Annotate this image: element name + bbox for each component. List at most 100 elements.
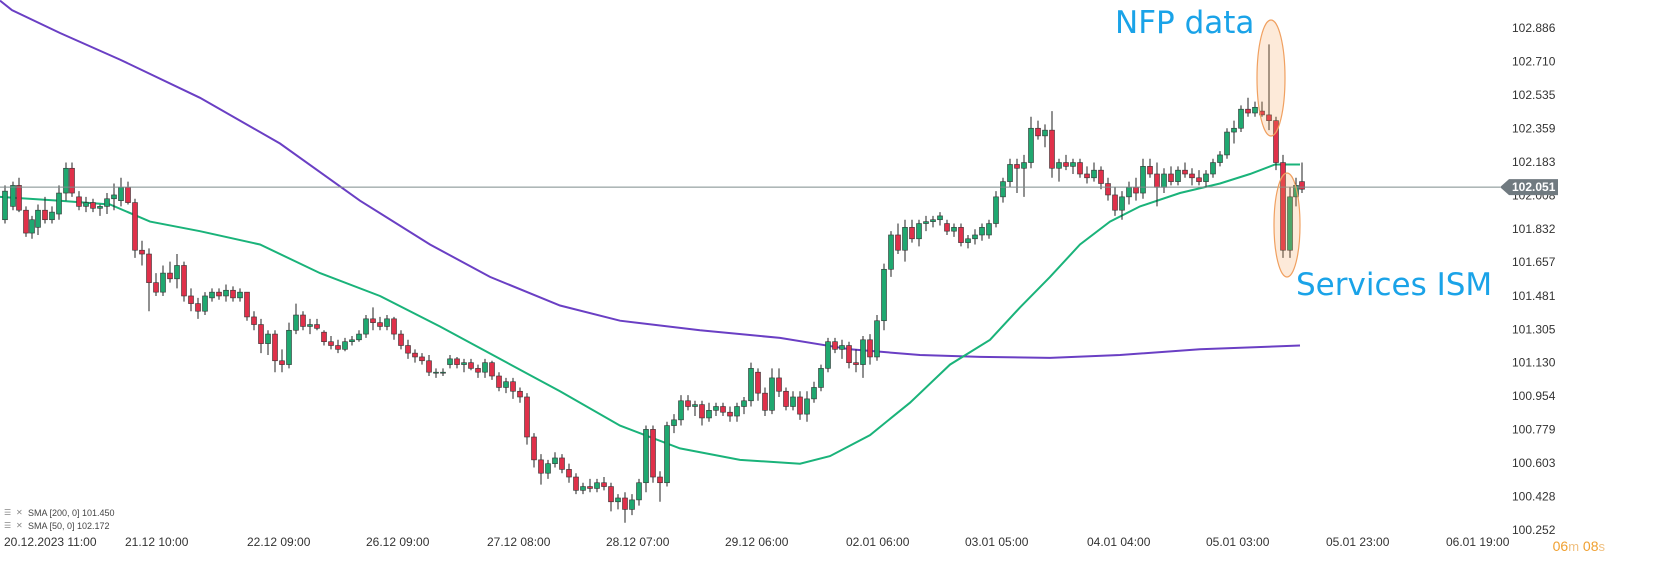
candle [118, 177, 124, 207]
candle-body-bear [846, 345, 852, 363]
candle [1196, 170, 1202, 186]
candle-body-bull [881, 268, 887, 322]
candle [944, 219, 950, 235]
list-icon[interactable]: ☰ [4, 521, 12, 530]
candle [930, 215, 936, 228]
candle [923, 215, 929, 232]
candle-body-bull [902, 227, 908, 251]
candle-body-bear [1168, 173, 1174, 182]
candle-body-bull [986, 223, 992, 236]
candle [272, 330, 278, 373]
y-tick-label: 100.779 [1512, 423, 1556, 437]
candle-body-bull [49, 211, 55, 221]
candle-body-bull [972, 234, 978, 240]
candle-body-bull [2, 190, 8, 221]
x-tick-label: 04.01 04:00 [1087, 535, 1151, 549]
y-tick-label: 100.252 [1512, 523, 1556, 537]
candle [349, 335, 355, 346]
candle-body-bear [153, 282, 159, 293]
candle-body-bear [944, 223, 950, 232]
close-icon[interactable]: ✕ [16, 508, 23, 517]
candle [874, 315, 880, 361]
candle [391, 316, 397, 340]
candle [1266, 44, 1272, 131]
candle [979, 223, 985, 241]
candle-body-bull [615, 497, 621, 503]
candle [56, 185, 62, 220]
candle-body-bull [552, 457, 558, 464]
candle [42, 196, 48, 224]
candle [811, 381, 817, 403]
candle [356, 330, 362, 342]
candle-body-bear [1035, 127, 1041, 137]
legend-sma-50[interactable]: ☰ ✕ SMA [50, 0] 102.172 [4, 521, 110, 531]
candle [678, 395, 684, 426]
candle [23, 206, 29, 237]
candle [1210, 158, 1216, 178]
candle-body-bear [1299, 181, 1305, 190]
candle [706, 402, 712, 422]
candle-body-bear [125, 187, 131, 203]
candle [321, 330, 327, 346]
candle-body-bear [1273, 120, 1279, 163]
candle [496, 372, 502, 392]
candle [902, 219, 908, 262]
candle [328, 335, 334, 350]
candle [1007, 158, 1013, 188]
candle [125, 181, 131, 205]
candle-body-bear [300, 314, 306, 327]
candle [909, 219, 915, 243]
timer-seconds: 08 [1582, 538, 1599, 554]
candle [279, 349, 285, 373]
candle [132, 198, 138, 258]
candle [608, 482, 614, 512]
candle-body-bear [328, 341, 334, 346]
x-tick-label: 20.12.2023 11:00 [4, 535, 97, 549]
candle-body-bear [1077, 162, 1083, 175]
candle [545, 459, 551, 479]
candle-body-bull [1028, 127, 1034, 163]
candle [790, 391, 796, 411]
candle [692, 400, 698, 417]
candle-body-bull [930, 219, 936, 222]
candle [482, 358, 488, 378]
candle-body-bear [258, 324, 264, 344]
y-tick-label: 101.130 [1512, 356, 1556, 370]
annotation-nfp: NFP data [1115, 5, 1254, 41]
candle [867, 334, 873, 365]
candle [29, 215, 35, 239]
candle [734, 402, 740, 422]
timer-minutes-unit: m [1568, 539, 1580, 554]
candle-body-bear [230, 289, 236, 299]
legend-label: SMA [200, 0] 101.450 [28, 508, 115, 518]
candle [398, 330, 404, 350]
candle-body-bull [63, 167, 69, 194]
candle-body-bear [1098, 169, 1104, 184]
candle-body-bull [671, 419, 677, 426]
candle-body-bull [286, 329, 292, 365]
candle [181, 261, 187, 302]
candle-body-bear [405, 345, 411, 354]
candle-body-bear [622, 497, 628, 510]
candle [1112, 187, 1118, 216]
candle-body-bear [132, 202, 138, 251]
candle-body-bull [1140, 166, 1146, 194]
candle-body-bull [447, 358, 453, 365]
legend-sma-200[interactable]: ☰ ✕ SMA [200, 0] 101.450 [4, 508, 115, 518]
list-icon[interactable]: ☰ [4, 508, 12, 517]
candle-body-bear [1112, 194, 1118, 211]
candle-body-bear [1182, 169, 1188, 175]
x-tick-label: 03.01 05:00 [965, 535, 1029, 549]
timer-minutes: 06 [1552, 538, 1569, 554]
candle [965, 234, 971, 249]
candle-body-bear [244, 291, 250, 318]
candle-body-bull [349, 339, 355, 343]
close-icon[interactable]: ✕ [16, 521, 23, 530]
candle [916, 219, 922, 247]
x-tick-label: 05.01 03:00 [1206, 535, 1270, 549]
candle [1245, 97, 1251, 117]
candle [1168, 166, 1174, 186]
candle-body-bull [1210, 162, 1216, 175]
candle-body-bull [748, 368, 754, 402]
